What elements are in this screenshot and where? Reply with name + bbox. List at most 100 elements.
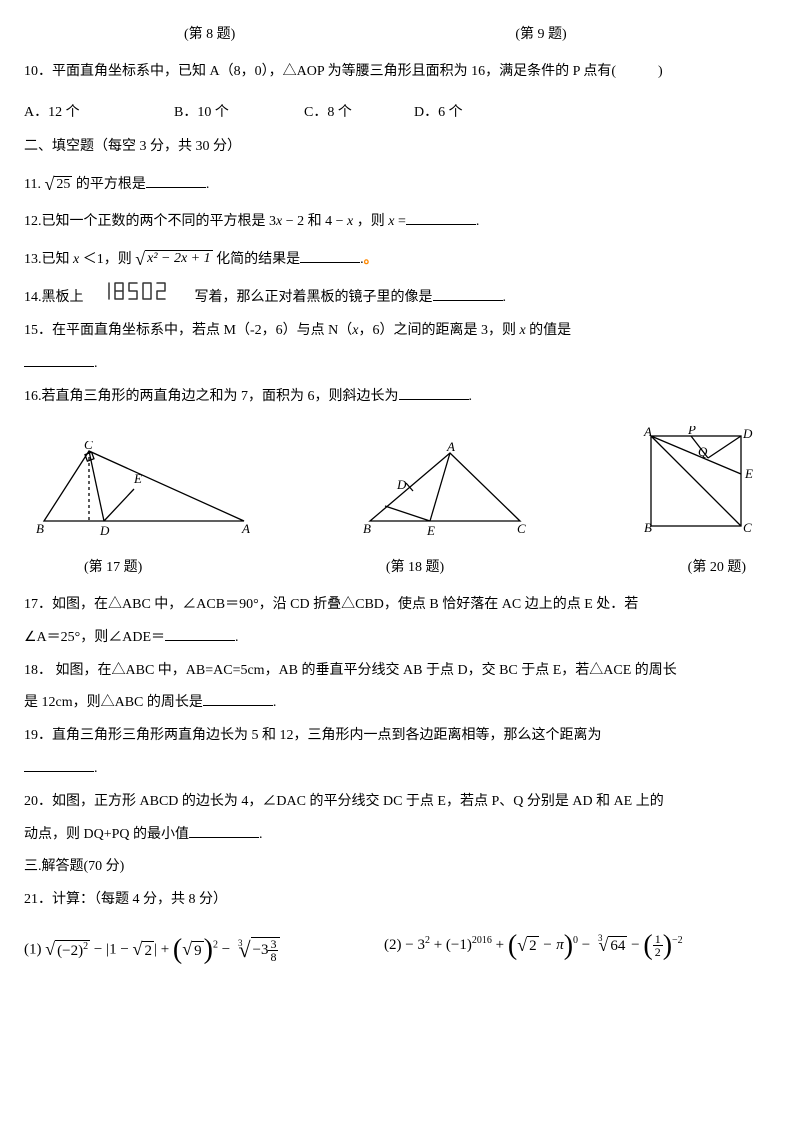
top-captions: (第 8 题) (第 9 题) xyxy=(24,20,776,51)
section-3-title: 三.解答题(70 分) xyxy=(24,852,776,883)
q11-tail: . xyxy=(206,177,210,192)
f2-cbrt: √64 xyxy=(599,926,628,966)
caption-q8: (第 8 题) xyxy=(184,20,235,51)
f1-label: (1) xyxy=(24,942,42,958)
f2-t3-sqrt: √2 xyxy=(517,926,538,966)
fig18-label-E: E xyxy=(426,523,435,536)
q18-tail: . xyxy=(273,695,277,710)
q17-line2-pre: ∠A＝25°，则∠ADE＝ xyxy=(24,630,165,645)
question-18-line1: 18． 如图，在△ABC 中，AB=AC=5cm，AB 的垂直平分线交 AB 于… xyxy=(24,656,776,687)
fig20-label-A: A xyxy=(643,426,652,439)
q14-tail: . xyxy=(503,290,507,305)
f2-t1-exp: 2 xyxy=(425,935,430,946)
q14-blank xyxy=(433,285,503,301)
caption-fig17: (第 17 题) xyxy=(84,553,142,584)
fig18-label-A: A xyxy=(446,441,455,454)
question-15-blank-line: . xyxy=(24,349,776,380)
f1-abs-part1: 1 − xyxy=(109,942,132,958)
fig20-label-Q: Q xyxy=(698,444,708,459)
figure-18: A D B E C xyxy=(355,441,535,549)
fig18-label-C: C xyxy=(517,521,526,536)
f2-t1: − 3 xyxy=(405,937,425,953)
formula-row: (1) √(−2)2 − |1 − √2| + (√9)2 − 3√−338 (… xyxy=(24,926,776,974)
question-20-line1: 20．如图，正方形 ABCD 的边长为 4，∠DAC 的平分线交 DC 于点 E… xyxy=(24,787,776,818)
section-2-title: 二、填空题（每空 3 分，共 30 分） xyxy=(24,132,776,163)
orange-dot-icon: 。 xyxy=(364,252,378,267)
fig18-label-D: D xyxy=(396,477,407,492)
q11-sqrt: √25 xyxy=(44,165,72,205)
f2-label: (2) xyxy=(384,937,402,953)
q12-mid1: − 2 和 4 − xyxy=(282,214,347,229)
q19-tail: . xyxy=(94,761,98,776)
q10-opt-d: D．6 个 xyxy=(414,98,524,129)
fig17-label-C: C xyxy=(84,441,93,452)
question-17-line2: ∠A＝25°，则∠ADE＝. xyxy=(24,623,776,654)
f1-sqrt2: √9 xyxy=(182,930,203,970)
q18-line2: 是 12cm，则△ABC 的周长是 xyxy=(24,695,203,710)
f1-sqrt2-arg: 9 xyxy=(192,941,204,960)
question-19-line2: . xyxy=(24,754,776,785)
question-20-line2: 动点，则 DQ+PQ 的最小值. xyxy=(24,820,776,851)
fig20-label-D: D xyxy=(742,426,753,441)
q15-a: 15．在平面直角坐标系中，若点 M（-2，6）与点 N（ xyxy=(24,323,352,338)
f2-t2-exp: 2016 xyxy=(472,935,492,946)
f2-t3-inner: 2 xyxy=(527,936,539,955)
figure-18-svg: A D B E C xyxy=(355,441,535,536)
q13-lt: ＜1，则 xyxy=(79,252,132,267)
fig17-label-A: A xyxy=(241,521,250,536)
q14-pre: 14.黑板上 xyxy=(24,290,98,305)
q11-post: 的平方根是 xyxy=(76,177,146,192)
fig20-label-E: E xyxy=(744,466,753,481)
f2-t3-pi: − π xyxy=(539,937,564,953)
question-13: 13.已知 x ＜1，则 √x² − 2x + 1 化简的结果是.。 xyxy=(24,240,776,280)
f1-cbrt: √−338 xyxy=(238,926,280,974)
f2-t5-exp: −2 xyxy=(672,935,683,946)
q15-blank xyxy=(24,351,94,367)
q12-blank xyxy=(406,209,476,225)
question-16: 16.若直角三角形的两直角边之和为 7，面积为 6，则斜边长为. xyxy=(24,382,776,413)
fig17-label-D: D xyxy=(99,523,110,536)
q10-opt-b: B．10 个 xyxy=(174,98,304,129)
fig20-label-C: C xyxy=(743,520,752,535)
q13-pre: 13.已知 xyxy=(24,252,73,267)
caption-q9: (第 9 题) xyxy=(515,20,566,51)
question-17-line1: 17．如图，在△ABC 中，∠ACB＝90°，沿 CD 折叠△CBD，使点 B … xyxy=(24,590,776,621)
q15-b: ，6）之间的距离是 3，则 xyxy=(358,323,519,338)
formula-1: (1) √(−2)2 − |1 − √2| + (√9)2 − 3√−338 xyxy=(24,926,384,974)
q19-blank xyxy=(24,756,94,772)
q18-blank xyxy=(203,690,273,706)
q13-sqrt-arg: x² − 2x + 1 xyxy=(145,250,213,268)
q15-c: 的值是 xyxy=(526,323,572,338)
q10-opt-a: A．12 个 xyxy=(24,98,174,129)
figure-17: C E B D A xyxy=(34,441,254,549)
question-15: 15．在平面直角坐标系中，若点 M（-2，6）与点 N（x，6）之间的距离是 3… xyxy=(24,316,776,347)
q10-opt-c: C．8 个 xyxy=(304,98,414,129)
question-18-line2: 是 12cm，则△ABC 的周长是. xyxy=(24,688,776,719)
f2-t4-arg: 64 xyxy=(608,936,627,955)
caption-fig18: (第 18 题) xyxy=(386,553,444,584)
figures-row: C E B D A A D B E C xyxy=(24,426,776,549)
figure-captions: (第 17 题) (第 18 题) (第 20 题) xyxy=(24,553,776,584)
q16-text: 16.若直角三角形的两直角边之和为 7，面积为 6，则斜边长为 xyxy=(24,389,399,404)
q10-options: A．12 个 B．10 个 C．8 个 D．6 个 xyxy=(24,98,776,129)
figure-17-svg: C E B D A xyxy=(34,441,254,536)
figure-20-svg: A P D Q E B C xyxy=(636,426,766,536)
q17-blank xyxy=(165,625,235,641)
q17-tail: . xyxy=(235,630,239,645)
question-21: 21．计算：（每题 4 分，共 8 分） xyxy=(24,885,776,916)
question-14: 14.黑板上 写着，那么正对着黑板的镜子里的像是. xyxy=(24,281,776,314)
f1-abs-sqrt-arg: 2 xyxy=(142,941,154,960)
f2-t2: + (−1) xyxy=(434,937,472,953)
fig17-label-E: E xyxy=(133,471,142,486)
q16-blank xyxy=(399,384,469,400)
q13-mid: 化简的结果是 xyxy=(216,252,300,267)
q15-tail: . xyxy=(94,356,98,371)
q20-line2: 动点，则 DQ+PQ 的最小值 xyxy=(24,827,189,842)
q11-pre: 11. xyxy=(24,177,44,192)
f1-sqrt2-exp: 2 xyxy=(213,940,218,951)
q11-blank xyxy=(146,172,206,188)
q13-blank xyxy=(300,247,360,263)
question-10: 10．平面直角坐标系中，已知 A（8，0），△AOP 为等腰三角形且面积为 16… xyxy=(24,57,776,88)
fig20-label-B: B xyxy=(644,520,652,535)
q14-mid: 写着，那么正对着黑板的镜子里的像是 xyxy=(181,290,433,305)
